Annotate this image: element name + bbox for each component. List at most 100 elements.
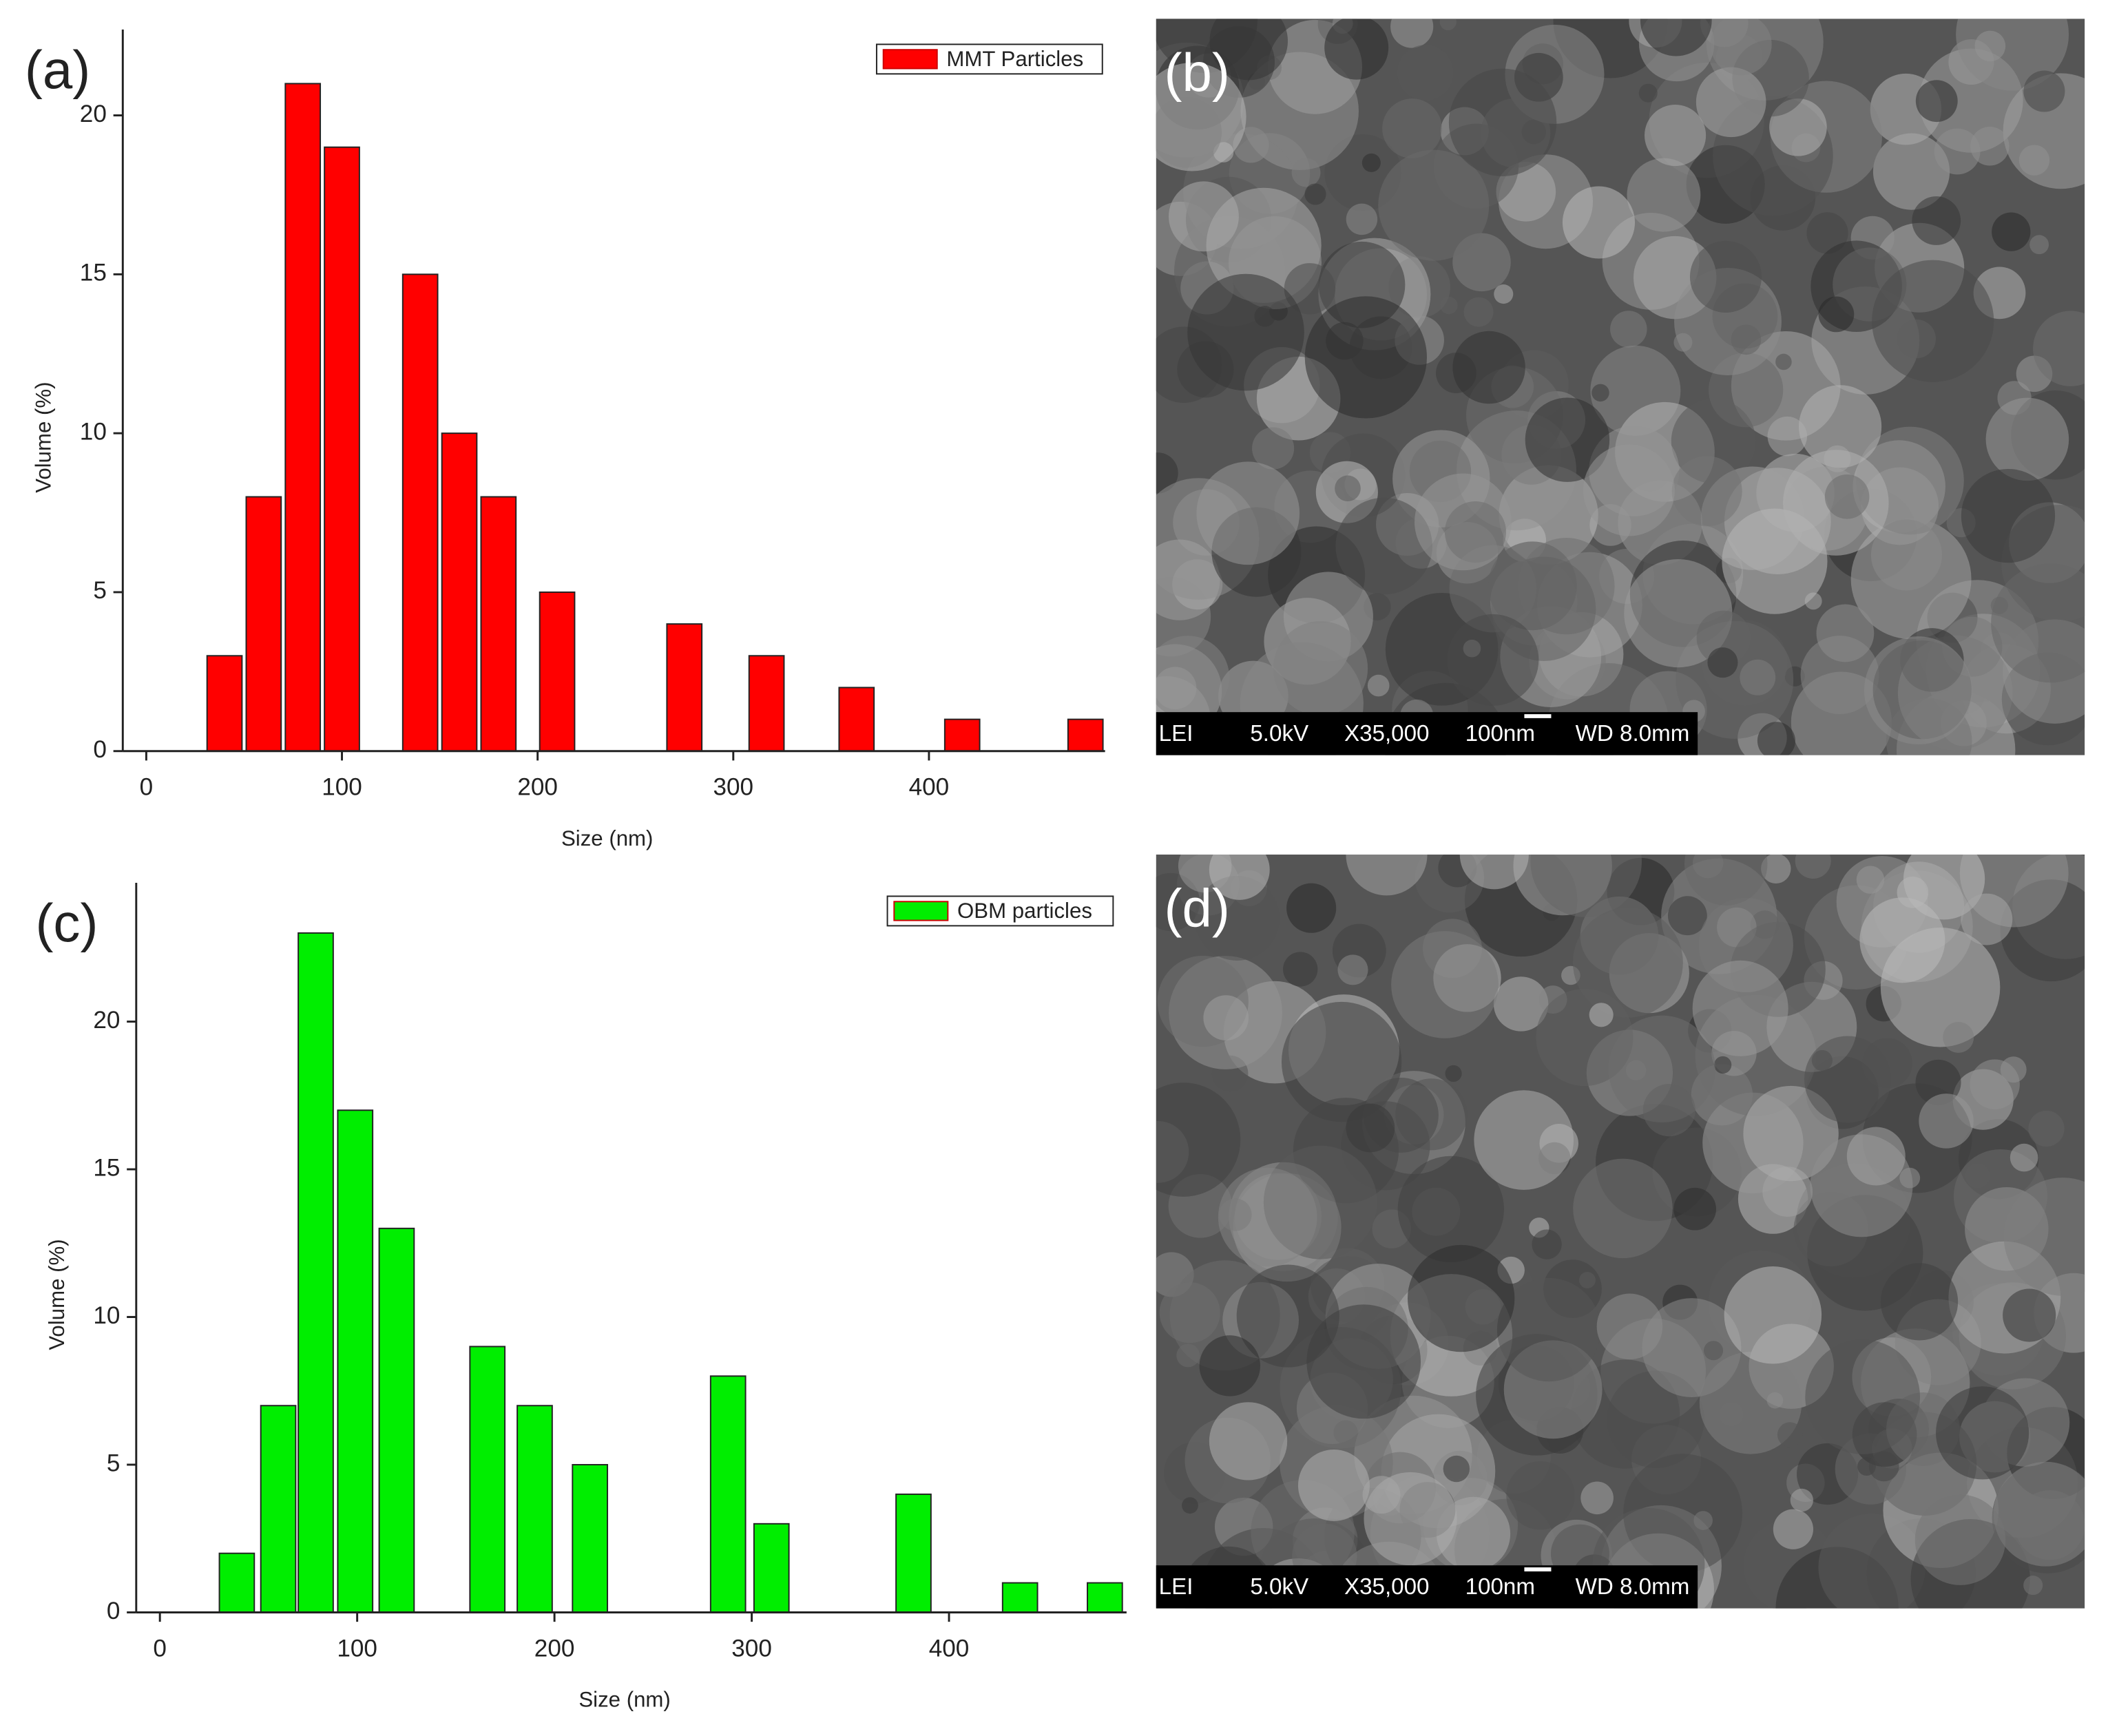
sem-grain xyxy=(1899,1167,1921,1189)
sem-grain xyxy=(1463,297,1494,327)
sem-grain xyxy=(1773,1509,1814,1549)
sem-grain xyxy=(1919,1094,1974,1149)
sem-grain xyxy=(1993,1461,2085,1567)
sem-grain xyxy=(1671,456,1742,527)
sem-grain xyxy=(1335,497,1432,595)
sem-grain xyxy=(1667,896,1707,936)
y-tick-label: 20 xyxy=(80,101,107,127)
x-tick-label: 300 xyxy=(731,1635,772,1662)
panel-label: (a) xyxy=(25,39,90,100)
x-axis-label: Size (nm) xyxy=(578,1688,671,1712)
sem-grain xyxy=(1934,128,1981,175)
bar xyxy=(260,1405,297,1613)
info-bar xyxy=(1156,712,1698,755)
sem-grain xyxy=(1740,659,1776,696)
sem-grain xyxy=(1335,475,1361,502)
bar xyxy=(284,83,322,752)
legend-swatch xyxy=(882,49,938,70)
sem-grain xyxy=(1818,296,1855,333)
sem-grain xyxy=(1985,397,2069,481)
sem-grain xyxy=(1496,1277,1601,1382)
sem-grain xyxy=(1209,1402,1288,1481)
sem-grain xyxy=(1684,854,1768,906)
sem-grain xyxy=(1798,385,1882,468)
sem-grain xyxy=(1530,854,1642,917)
sem-grain xyxy=(1194,875,1280,961)
sem-grain xyxy=(1965,1163,1990,1189)
sem-grain xyxy=(1692,960,1788,1056)
sem-grain xyxy=(1361,153,1381,172)
sem-grain xyxy=(1859,897,1945,983)
sem-grain xyxy=(1790,1488,1814,1512)
sem-grain xyxy=(1743,1085,1839,1182)
sem-grain xyxy=(1367,674,1390,697)
sem-grain xyxy=(1346,203,1378,236)
sem-grain xyxy=(1390,19,1434,48)
sem-grain xyxy=(1337,954,1368,985)
sem-grain xyxy=(1915,80,1958,123)
sem-grain xyxy=(1324,19,1389,80)
sem-grain xyxy=(1525,397,1610,482)
sem-grain xyxy=(1439,19,1457,30)
sem-grain xyxy=(1199,1335,1260,1397)
sem-grain xyxy=(2003,1178,2085,1296)
y-axis-label: Volume (%) xyxy=(31,381,55,492)
bar xyxy=(401,273,439,752)
sem-grain xyxy=(1777,1422,1803,1447)
y-axis-label: Volume (%) xyxy=(45,1239,69,1350)
sem-grain xyxy=(1864,636,1972,744)
sem-grain xyxy=(1252,427,1295,470)
sem-grain xyxy=(1397,1155,1504,1263)
bar xyxy=(895,1493,932,1613)
sem-grain xyxy=(1156,62,1246,171)
sem-grain xyxy=(1562,186,1636,259)
bar xyxy=(469,1346,506,1613)
sem-grain xyxy=(1209,19,1288,81)
x-tick-label: 100 xyxy=(337,1635,377,1662)
info-bar xyxy=(1156,1565,1698,1609)
sem-grain xyxy=(1156,1083,1241,1197)
sem-grain xyxy=(1273,621,1368,716)
sem-grain xyxy=(1447,614,1539,706)
y-tick-label: 5 xyxy=(107,1450,121,1476)
legend-label: MMT Particles xyxy=(946,47,1083,71)
sem-grain xyxy=(1156,636,1230,719)
info-text: WD 8.0mm xyxy=(1576,721,1690,746)
x-axis-label: Size (nm) xyxy=(561,826,654,850)
sem-grain xyxy=(1452,331,1525,404)
sem-grain xyxy=(1961,893,2013,945)
sem-grain xyxy=(1804,1036,1892,1123)
sem-grain xyxy=(1767,416,1808,457)
info-text: 5.0kV xyxy=(1250,721,1308,746)
sem-grain xyxy=(1872,260,1994,382)
sem-grain xyxy=(1583,444,1675,536)
sem-grain xyxy=(2023,1576,2043,1596)
y-tick-label: 0 xyxy=(107,1598,121,1624)
bar xyxy=(516,1405,553,1613)
sem-grain xyxy=(1304,183,1326,205)
sem-grain xyxy=(1218,1167,1317,1267)
panel-label: (d) xyxy=(1165,878,1230,939)
sem-grain xyxy=(1572,907,1683,1018)
sem-texture xyxy=(1156,854,2085,1609)
sem-grain xyxy=(1474,1090,1574,1190)
sem-grain xyxy=(1407,1244,1515,1352)
bar xyxy=(838,687,875,752)
bar xyxy=(337,1109,374,1613)
sem-grain xyxy=(1638,83,1658,103)
sem-grain xyxy=(1695,67,1766,138)
sem-grain xyxy=(1775,353,1792,370)
sem-grain xyxy=(1816,604,1875,662)
sem-grain xyxy=(1961,468,2056,563)
sem-grain xyxy=(2010,1143,2038,1172)
bar xyxy=(943,718,981,752)
sem-grain xyxy=(1156,452,1178,494)
sem-grain xyxy=(1696,610,1751,665)
sem-grain xyxy=(1936,1386,2029,1480)
sem-grain xyxy=(2033,311,2085,386)
sem-grain xyxy=(1689,240,1762,313)
sem-grain xyxy=(1284,263,1336,315)
bar xyxy=(245,496,282,752)
